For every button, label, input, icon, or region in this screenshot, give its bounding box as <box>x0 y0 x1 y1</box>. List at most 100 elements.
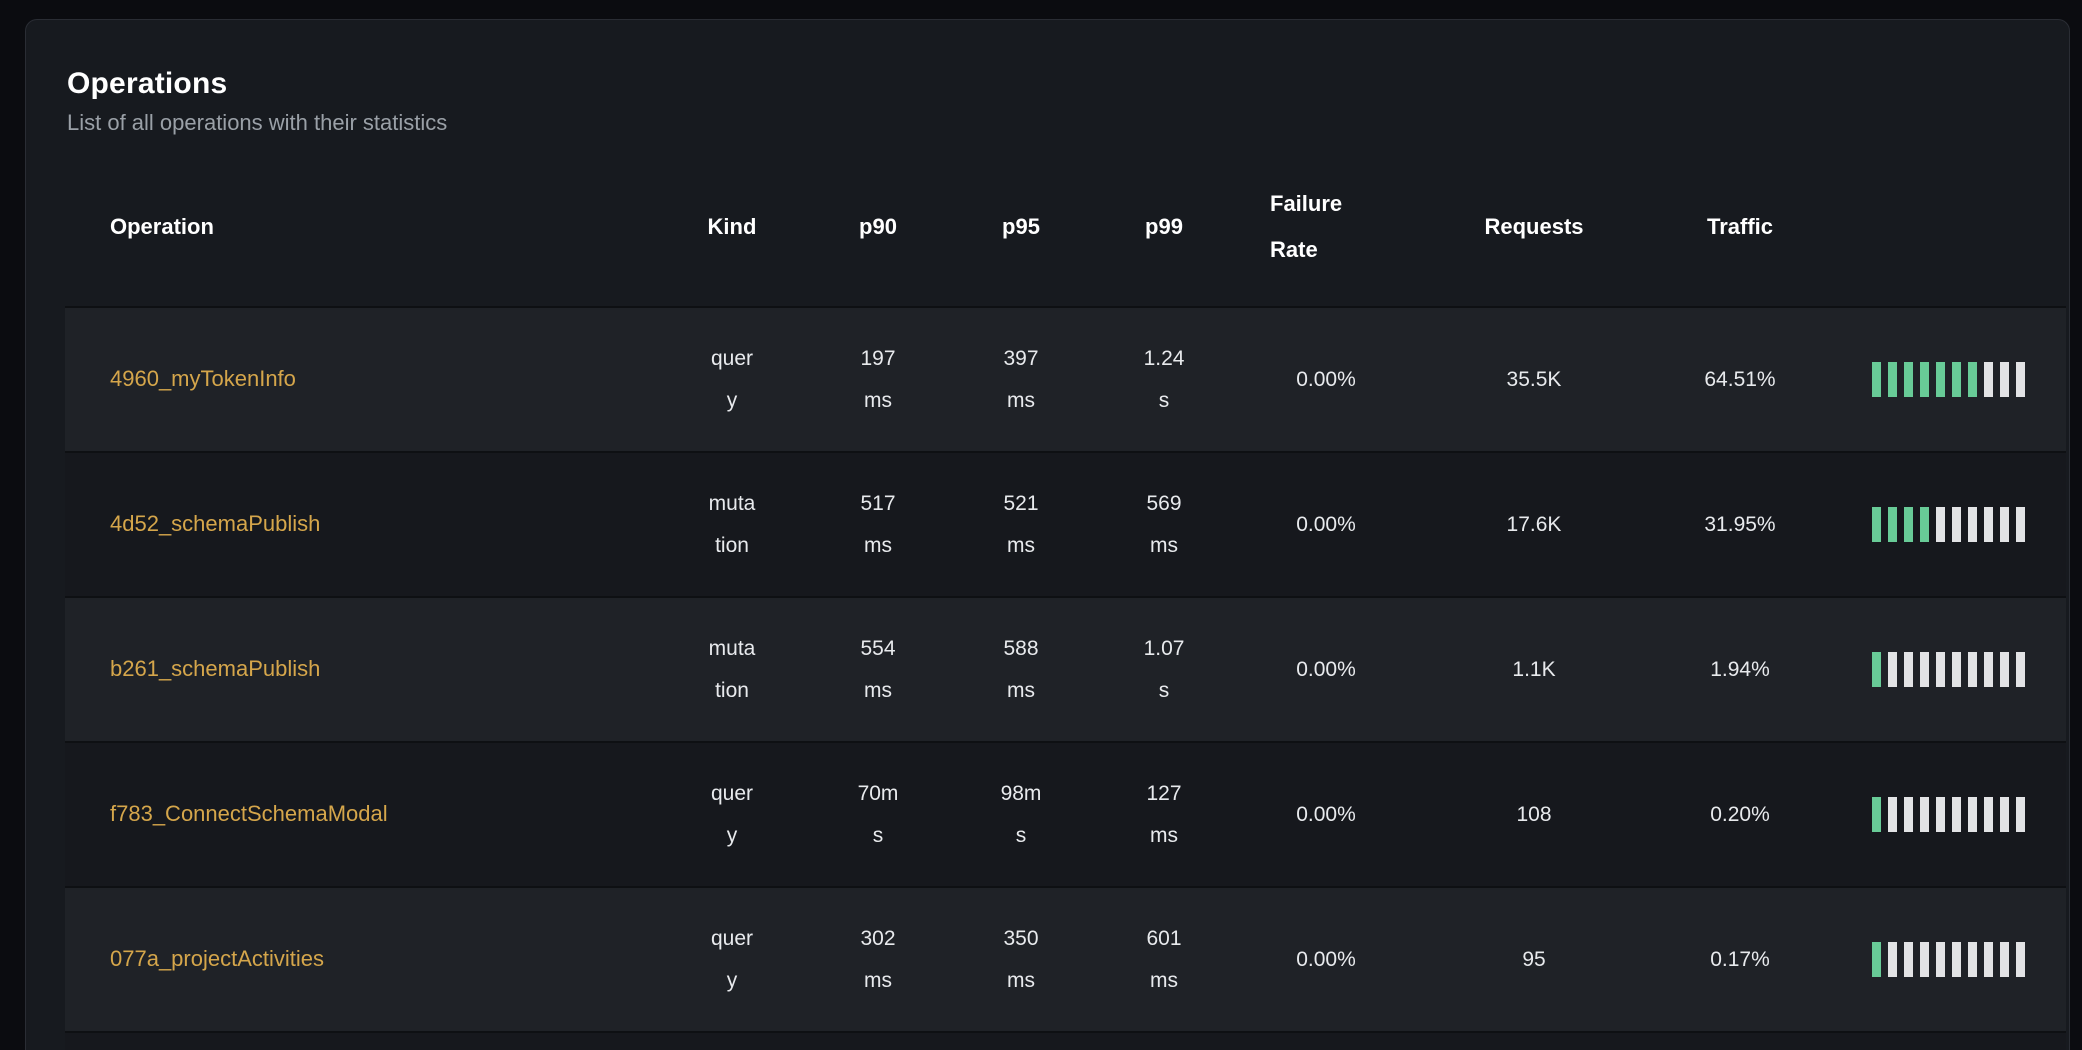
column-header-sparkline <box>1831 174 2066 307</box>
column-header-requests: Requests <box>1484 214 1584 239</box>
card-header: Operations List of all operations with t… <box>26 20 2069 138</box>
spark-bar-inactive <box>1983 362 1994 397</box>
failure-rate-cell: 0.00% <box>1296 657 1356 681</box>
kind-cell: query <box>655 887 809 1032</box>
operation-cell: f783_ConnectSchemaModal <box>65 742 655 887</box>
spark-bar-inactive <box>1967 652 1978 687</box>
spark-bar-active <box>1887 362 1898 397</box>
table-header-row: Operation Kind p90 p95 p99 Failure Rate … <box>65 174 2066 307</box>
traffic-sparkline <box>1831 507 2066 542</box>
p90-cell: 517ms <box>809 452 947 597</box>
operation-link[interactable]: 4960_myTokenInfo <box>110 366 296 391</box>
operation-link[interactable]: b261_schemaPublish <box>110 656 321 681</box>
spark-bar-inactive <box>1903 652 1914 687</box>
spark-bar-inactive <box>1951 942 1962 977</box>
spark-bar-active <box>1903 507 1914 542</box>
spark-bar-active <box>1951 362 1962 397</box>
kind-cell-value: mutation <box>708 636 756 702</box>
spark-bar-active <box>1871 362 1882 397</box>
spark-bar-active <box>1919 362 1930 397</box>
spark-bar-inactive <box>1935 942 1946 977</box>
operation-link[interactable]: f783_ConnectSchemaModal <box>110 801 388 826</box>
p99-cell-value: 601ms <box>1146 926 1182 992</box>
column-header-failure-rate: Failure Rate <box>1270 191 1343 262</box>
p95-cell: 588ms <box>947 597 1095 742</box>
traffic-sparkline <box>1831 942 2066 977</box>
traffic-cell: 0.17% <box>1710 947 1770 971</box>
page-subtitle: List of all operations with their statis… <box>67 110 448 135</box>
traffic-sparkline <box>1831 652 2066 687</box>
traffic-sparkline <box>1831 362 2066 397</box>
column-header-p95: p95 <box>1002 214 1040 239</box>
sparkline-cell <box>1831 597 2066 742</box>
spark-bar-inactive <box>1967 507 1978 542</box>
operations-card: Operations List of all operations with t… <box>25 19 2070 1050</box>
spark-bar-inactive <box>2015 797 2026 832</box>
spark-bar-active <box>1903 362 1914 397</box>
failure-rate-cell: 0.00% <box>1296 802 1356 826</box>
partial-row-cell <box>65 1032 2066 1050</box>
operation-cell: 077a_projectActivities <box>65 887 655 1032</box>
p90-cell: 302ms <box>809 887 947 1032</box>
traffic-cell: 31.95% <box>1704 512 1776 536</box>
kind-cell-value: query <box>710 781 754 847</box>
kind-cell-value: mutation <box>708 491 756 557</box>
table-row: f783_ConnectSchemaModal query 70ms 98ms 127m… <box>65 742 2066 887</box>
spark-bar-inactive <box>1983 652 1994 687</box>
spark-bar-active <box>1871 507 1882 542</box>
spark-bar-inactive <box>1919 652 1930 687</box>
p90-cell-value: 302ms <box>860 926 896 992</box>
p90-cell-value: 554ms <box>860 636 896 702</box>
spark-bar-inactive <box>1887 797 1898 832</box>
table-row: 4d52_schemaPublish mutation 517ms 521ms 569m… <box>65 452 2066 597</box>
page-title: Operations <box>67 67 228 100</box>
spark-bar-inactive <box>1903 797 1914 832</box>
sparkline-cell <box>1831 887 2066 1032</box>
spark-bar-inactive <box>2015 507 2026 542</box>
operation-cell: 4960_myTokenInfo <box>65 307 655 452</box>
p99-cell: 601ms <box>1095 887 1233 1032</box>
requests-cell: 35.5K <box>1506 367 1562 391</box>
sparkline-cell <box>1831 452 2066 597</box>
table-row: 077a_projectActivities query 302ms 350ms 601… <box>65 887 2066 1032</box>
p99-cell-value: 127ms <box>1146 781 1182 847</box>
spark-bar-active <box>1935 362 1946 397</box>
spark-bar-inactive <box>1951 797 1962 832</box>
p95-cell: 521ms <box>947 452 1095 597</box>
p95-cell-value: 350ms <box>1003 926 1039 992</box>
p95-cell-value: 521ms <box>1003 491 1039 557</box>
operation-cell: b261_schemaPublish <box>65 597 655 742</box>
kind-cell: query <box>655 307 809 452</box>
column-header-p90: p90 <box>859 214 897 239</box>
spark-bar-inactive <box>1999 797 2010 832</box>
sparkline-cell <box>1831 307 2066 452</box>
operation-link[interactable]: 077a_projectActivities <box>110 946 325 971</box>
p90-cell: 70ms <box>809 742 947 887</box>
column-header-operation: Operation <box>110 214 214 239</box>
p90-cell: 197ms <box>809 307 947 452</box>
spark-bar-inactive <box>1919 942 1930 977</box>
spark-bar-inactive <box>1951 507 1962 542</box>
spark-bar-active <box>1871 797 1882 832</box>
operations-table: Operation Kind p90 p95 p99 Failure Rate … <box>65 174 2066 1050</box>
operation-link[interactable]: 4d52_schemaPublish <box>110 511 321 536</box>
p99-cell: 127ms <box>1095 742 1233 887</box>
requests-cell: 17.6K <box>1506 512 1562 536</box>
p99-cell-value: 1.24s <box>1143 346 1185 412</box>
spark-bar-inactive <box>1999 362 2010 397</box>
spark-bar-inactive <box>2015 942 2026 977</box>
p99-cell-value: 1.07s <box>1143 636 1185 702</box>
p99-cell: 569ms <box>1095 452 1233 597</box>
p99-cell: 1.24s <box>1095 307 1233 452</box>
kind-cell: mutation <box>655 597 809 742</box>
p95-cell: 397ms <box>947 307 1095 452</box>
spark-bar-inactive <box>1999 652 2010 687</box>
operation-cell: 4d52_schemaPublish <box>65 452 655 597</box>
operations-table-container: Operation Kind p90 p95 p99 Failure Rate … <box>26 138 2069 1050</box>
table-row-partial <box>65 1032 2066 1050</box>
requests-cell: 1.1K <box>1512 657 1556 681</box>
spark-bar-inactive <box>1983 797 1994 832</box>
p99-cell: 1.07s <box>1095 597 1233 742</box>
kind-cell-value: query <box>710 346 754 412</box>
spark-bar-inactive <box>2015 362 2026 397</box>
